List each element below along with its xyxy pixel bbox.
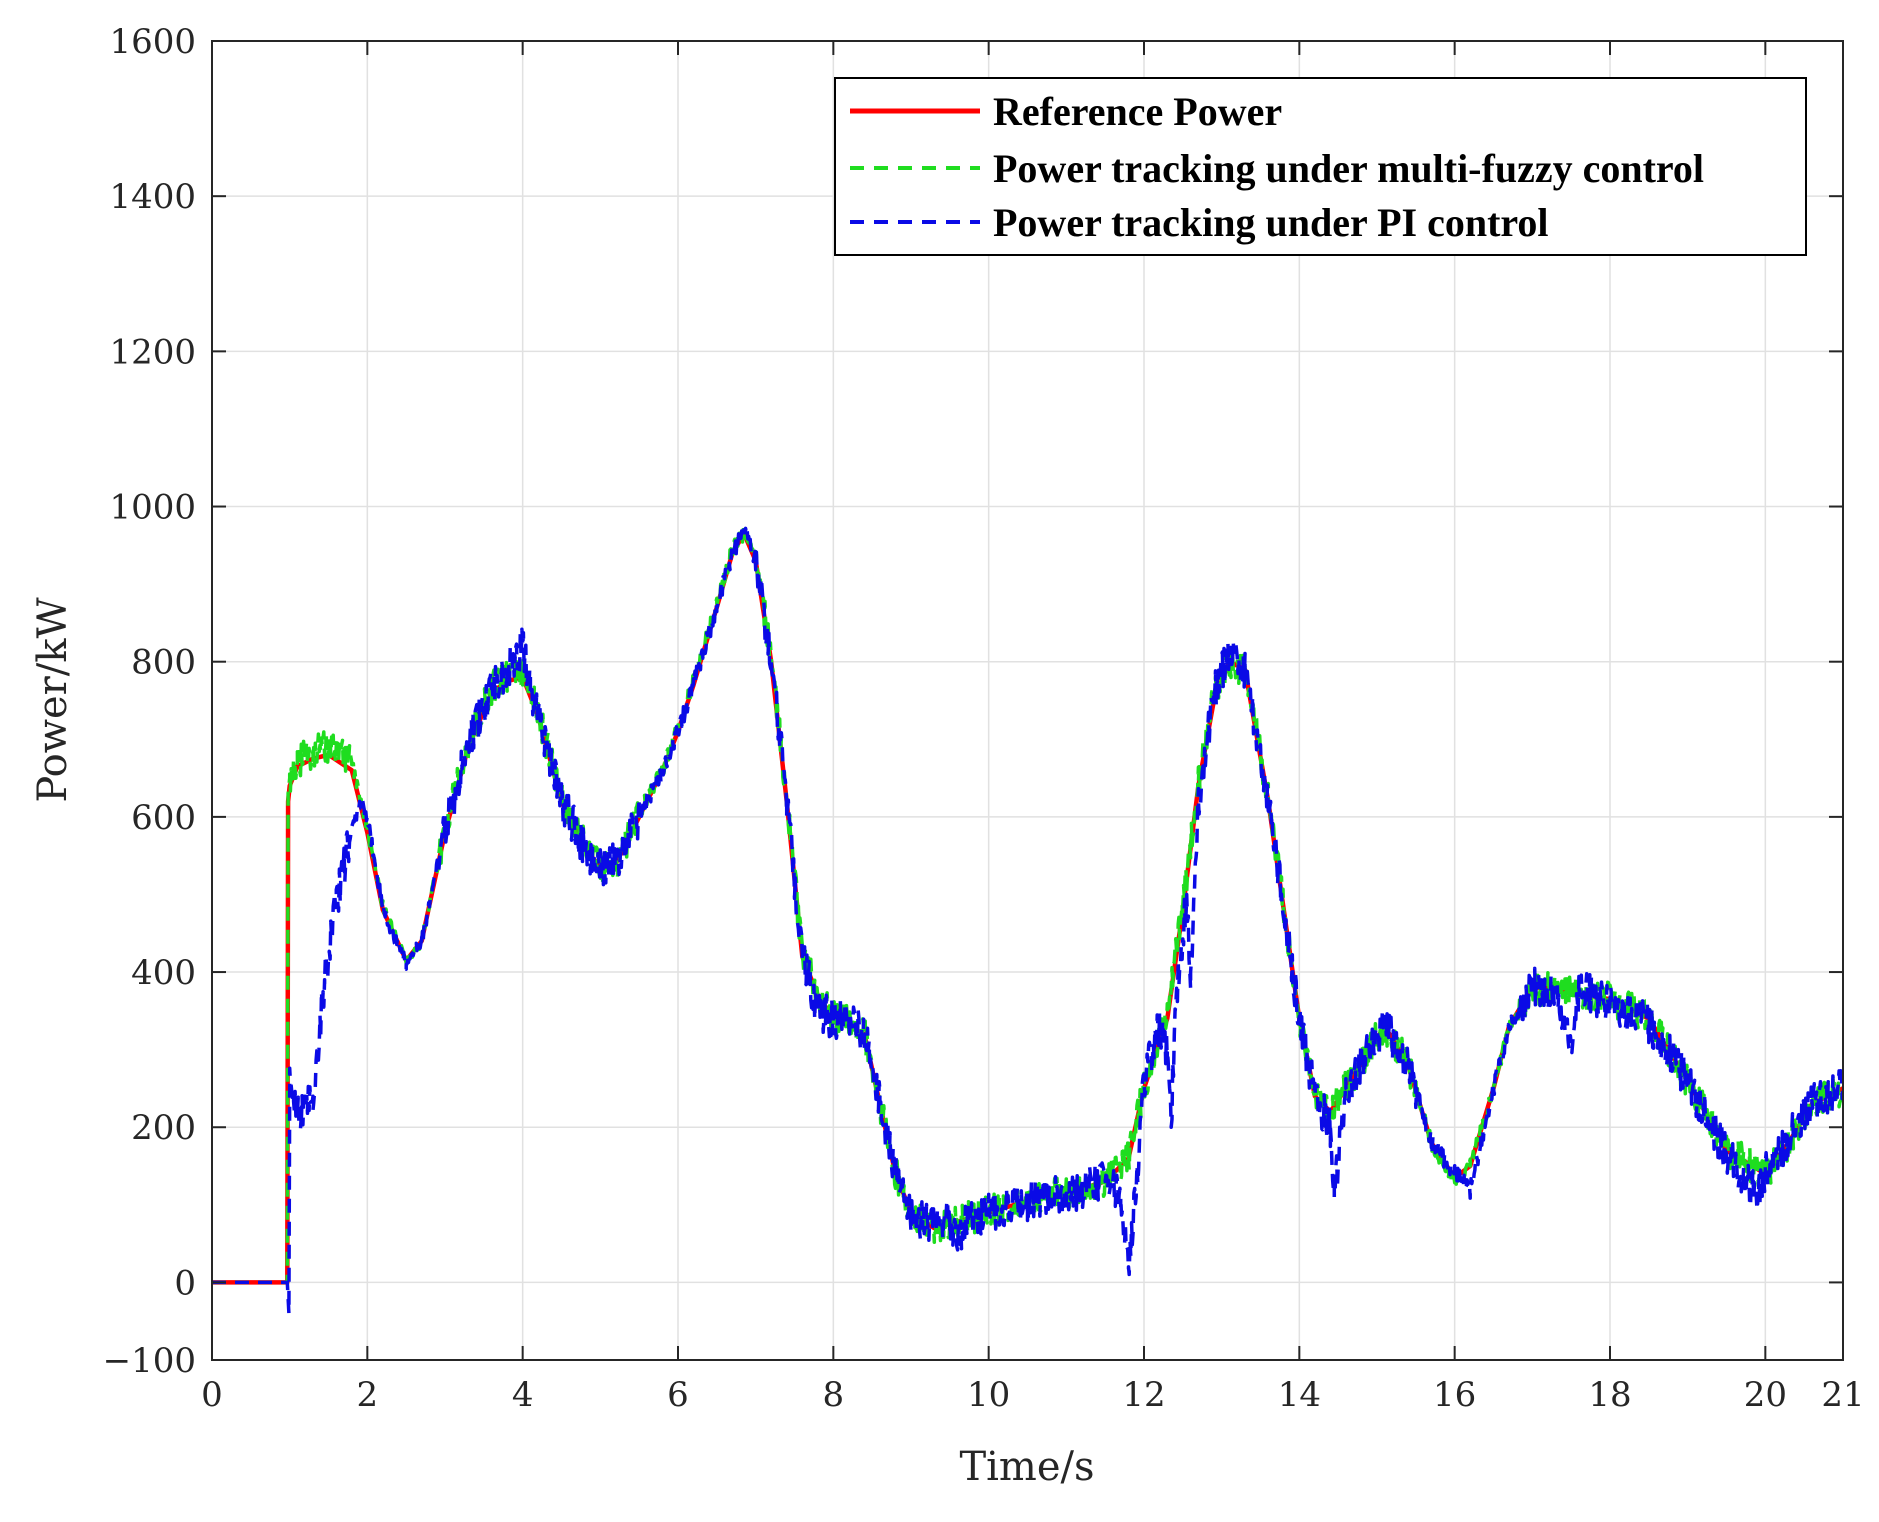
legend-label-fuzzy: Power tracking under multi-fuzzy control bbox=[993, 146, 1704, 191]
y-tick-label: 1600 bbox=[109, 22, 196, 62]
legend-box bbox=[834, 77, 1807, 256]
legend-label-pi: Power tracking under PI control bbox=[993, 200, 1549, 245]
y-tick-label: 1400 bbox=[109, 177, 196, 217]
x-axis-label: Time/s bbox=[959, 1444, 1094, 1490]
x-tick-label: 6 bbox=[667, 1375, 689, 1415]
x-tick-label: 12 bbox=[1122, 1375, 1165, 1415]
x-tick-label: 20 bbox=[1744, 1375, 1787, 1415]
x-tick-label: 14 bbox=[1278, 1375, 1321, 1415]
legend-label-reference: Reference Power bbox=[993, 89, 1282, 134]
grid bbox=[212, 41, 1843, 1360]
x-tick-label: 18 bbox=[1588, 1375, 1631, 1415]
y-tick-label: 800 bbox=[131, 643, 196, 683]
x-tick-label: 21 bbox=[1821, 1375, 1864, 1415]
y-tick-label: 600 bbox=[131, 798, 196, 838]
x-tick-label: 2 bbox=[357, 1375, 379, 1415]
series-line-pi bbox=[212, 526, 1843, 1316]
tick-labels: 0 2 4 6 8 10 12 14 16 18 20 21−10002004006008001000… bbox=[103, 22, 1865, 1415]
plot-frame bbox=[211, 40, 1844, 1361]
y-tick-label: 1200 bbox=[109, 332, 196, 372]
y-tick-label: 200 bbox=[131, 1108, 196, 1148]
y-tick-label: 400 bbox=[131, 953, 196, 993]
y-tick-label: 1000 bbox=[109, 488, 196, 528]
y-tick-label: −100 bbox=[103, 1341, 196, 1381]
x-tick-label: 10 bbox=[967, 1375, 1010, 1415]
x-tick-label: 0 bbox=[201, 1375, 223, 1415]
legend: Reference Power Power tracking under mul… bbox=[834, 77, 1807, 256]
series-line-fuzzy bbox=[212, 527, 1843, 1285]
y-axis-label: Power/kW bbox=[30, 597, 76, 802]
ticks bbox=[211, 40, 1844, 1361]
x-tick-label: 8 bbox=[823, 1375, 845, 1415]
x-tick-label: 4 bbox=[512, 1375, 534, 1415]
series-layer bbox=[212, 526, 1843, 1316]
x-tick-label: 16 bbox=[1433, 1375, 1476, 1415]
y-tick-label: 0 bbox=[174, 1263, 196, 1303]
